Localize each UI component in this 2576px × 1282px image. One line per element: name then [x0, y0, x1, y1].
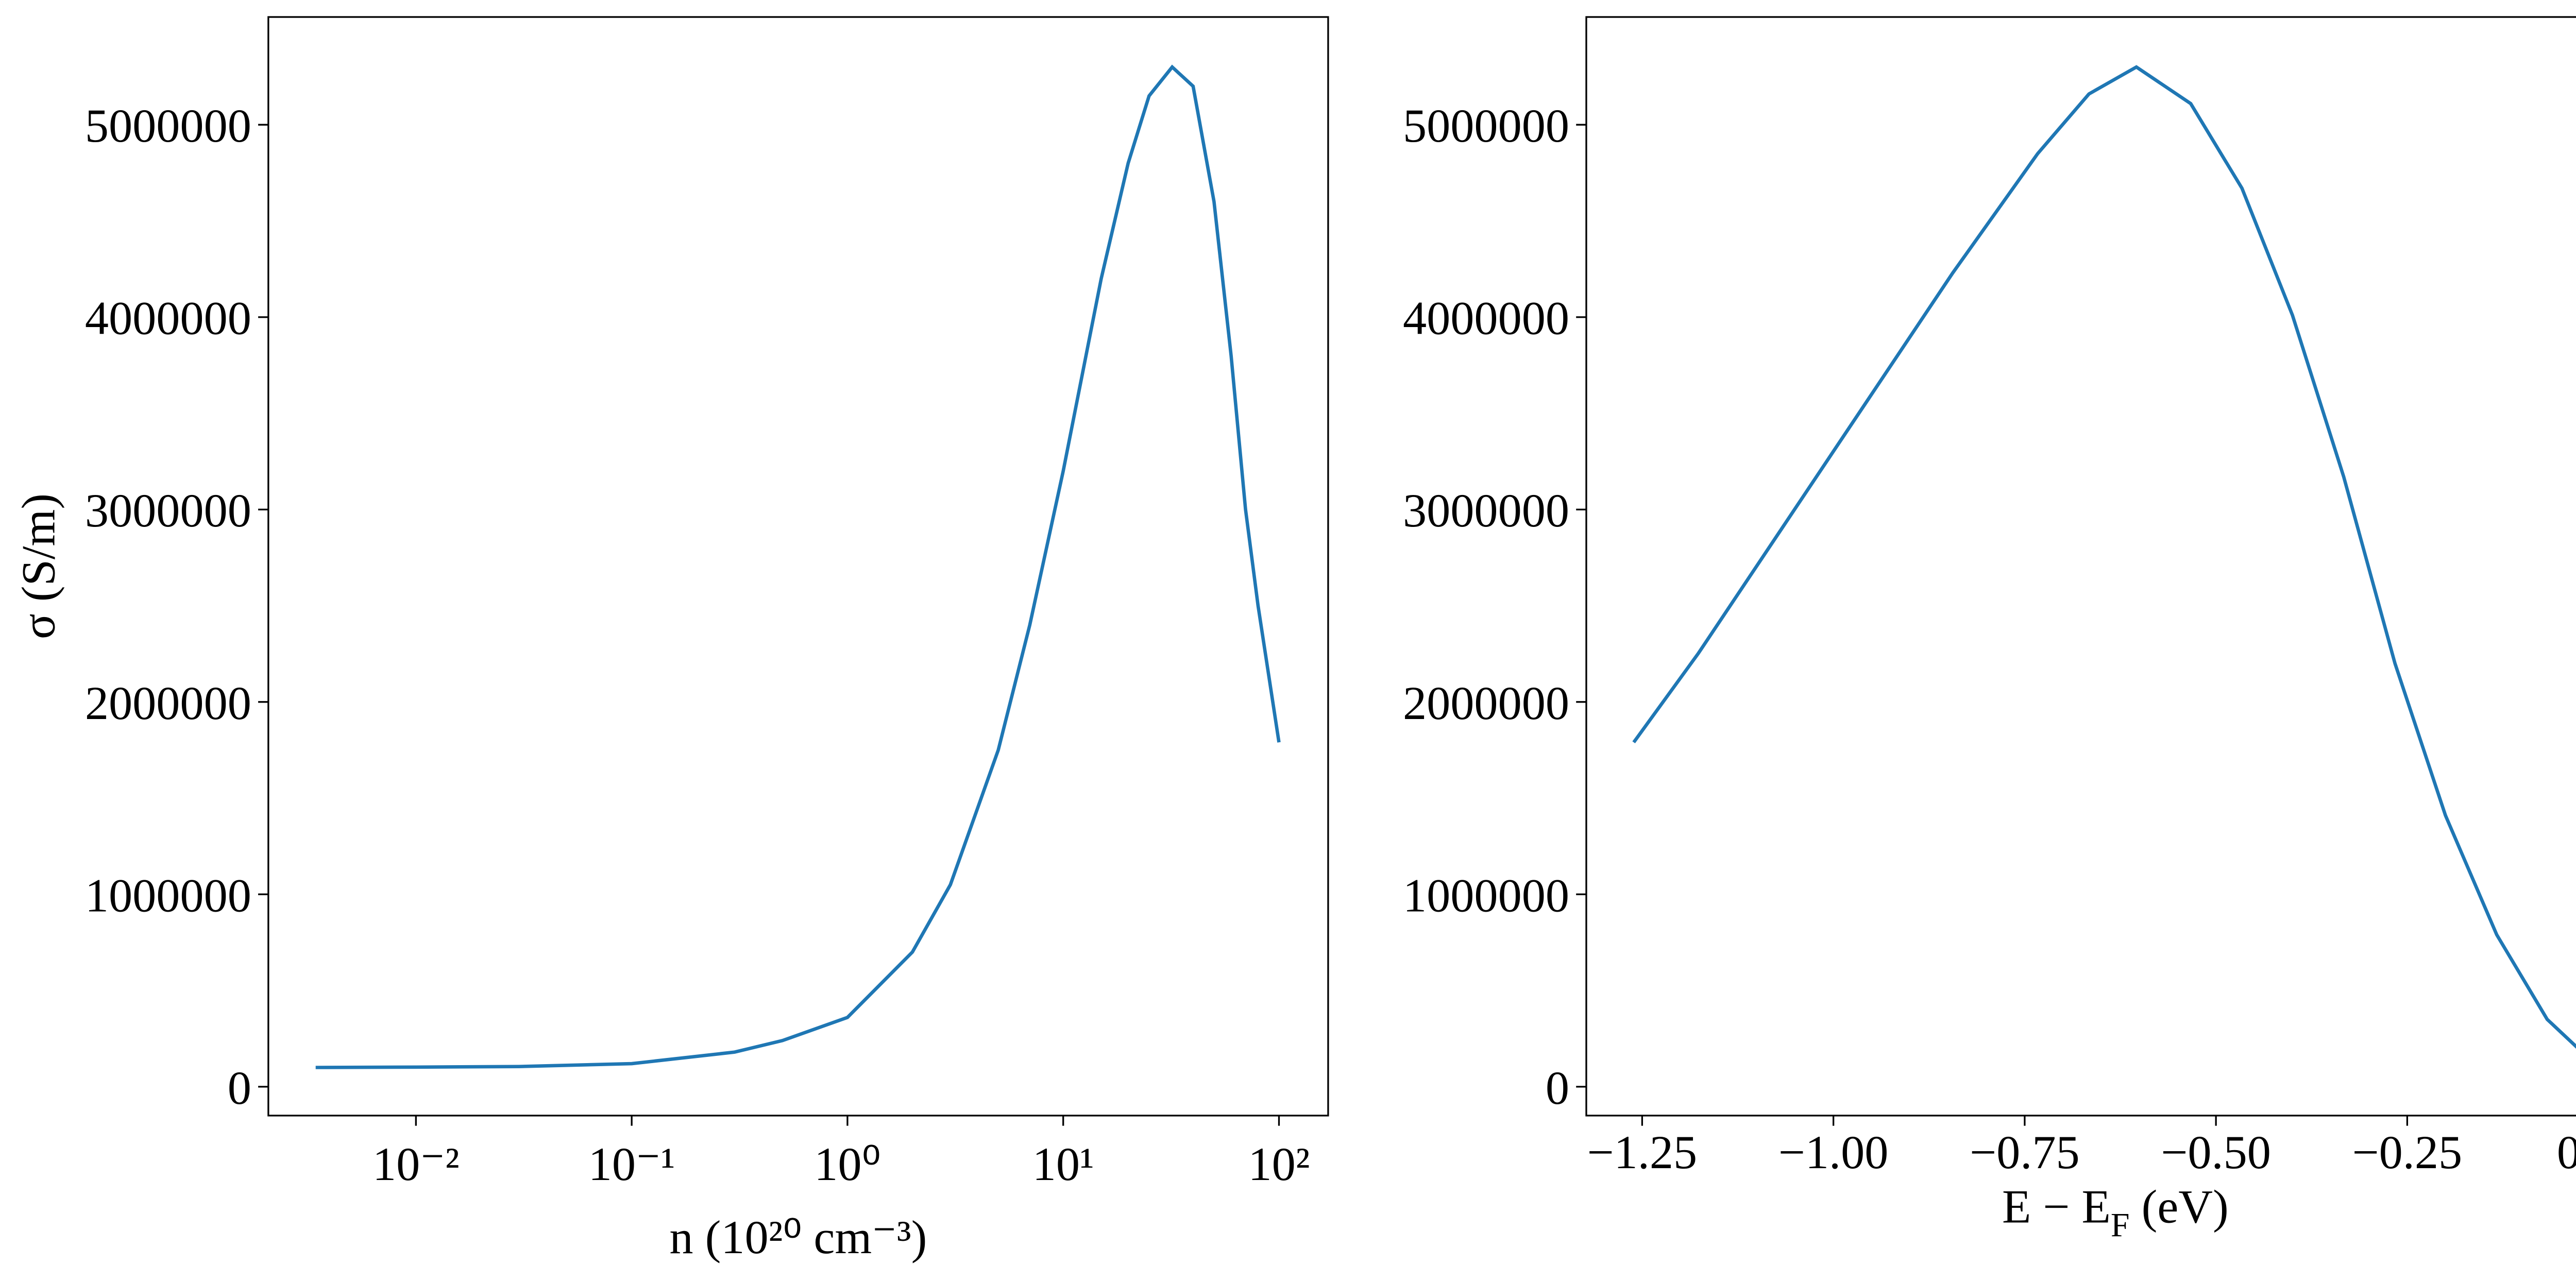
axes-frame — [1585, 16, 2576, 1117]
y-tick-label: 0 — [1546, 1062, 1569, 1114]
y-tick-label: 0 — [228, 1062, 251, 1114]
x-tick-label: 10⁻¹ — [588, 1138, 675, 1190]
y-axis-label: σ (S/m) — [12, 493, 64, 639]
y-tick-label: 4000000 — [1403, 292, 1569, 345]
x-tick-label: −0.50 — [2161, 1126, 2271, 1178]
y-tick-label: 3000000 — [85, 484, 251, 537]
y-tick-label: 2000000 — [85, 677, 251, 729]
x-axis-label: n (10²⁰ cm⁻³) — [669, 1211, 927, 1263]
y-tick-label: 3000000 — [1403, 484, 1569, 537]
x-tick-label: 10⁰ — [814, 1138, 880, 1190]
line — [1632, 65, 2576, 1049]
x-tick-label: −0.25 — [2352, 1126, 2463, 1178]
x-tick-label: −0.75 — [1970, 1126, 2080, 1178]
x-tick-label: 0.00 — [2557, 1126, 2576, 1178]
y-tick-label: 2000000 — [1403, 677, 1569, 729]
x-tick-label: 10¹ — [1032, 1138, 1094, 1190]
y-tick-label: 5000000 — [85, 99, 251, 152]
line — [315, 64, 1281, 1069]
y-tick-label: 1000000 — [1403, 869, 1569, 921]
x-tick-label: −1.25 — [1587, 1126, 1698, 1178]
y-tick-label: 4000000 — [85, 292, 251, 345]
axes-frame — [267, 16, 1329, 1117]
x-tick-label: 10⁻² — [372, 1138, 460, 1190]
x-tick-label: 10² — [1248, 1138, 1310, 1190]
x-tick-label: −1.00 — [1778, 1126, 1889, 1178]
y-tick-label: 5000000 — [1403, 99, 1569, 152]
x-axis-label: E − EF (eV) — [2002, 1181, 2229, 1244]
y-tick-label: 1000000 — [85, 869, 251, 921]
